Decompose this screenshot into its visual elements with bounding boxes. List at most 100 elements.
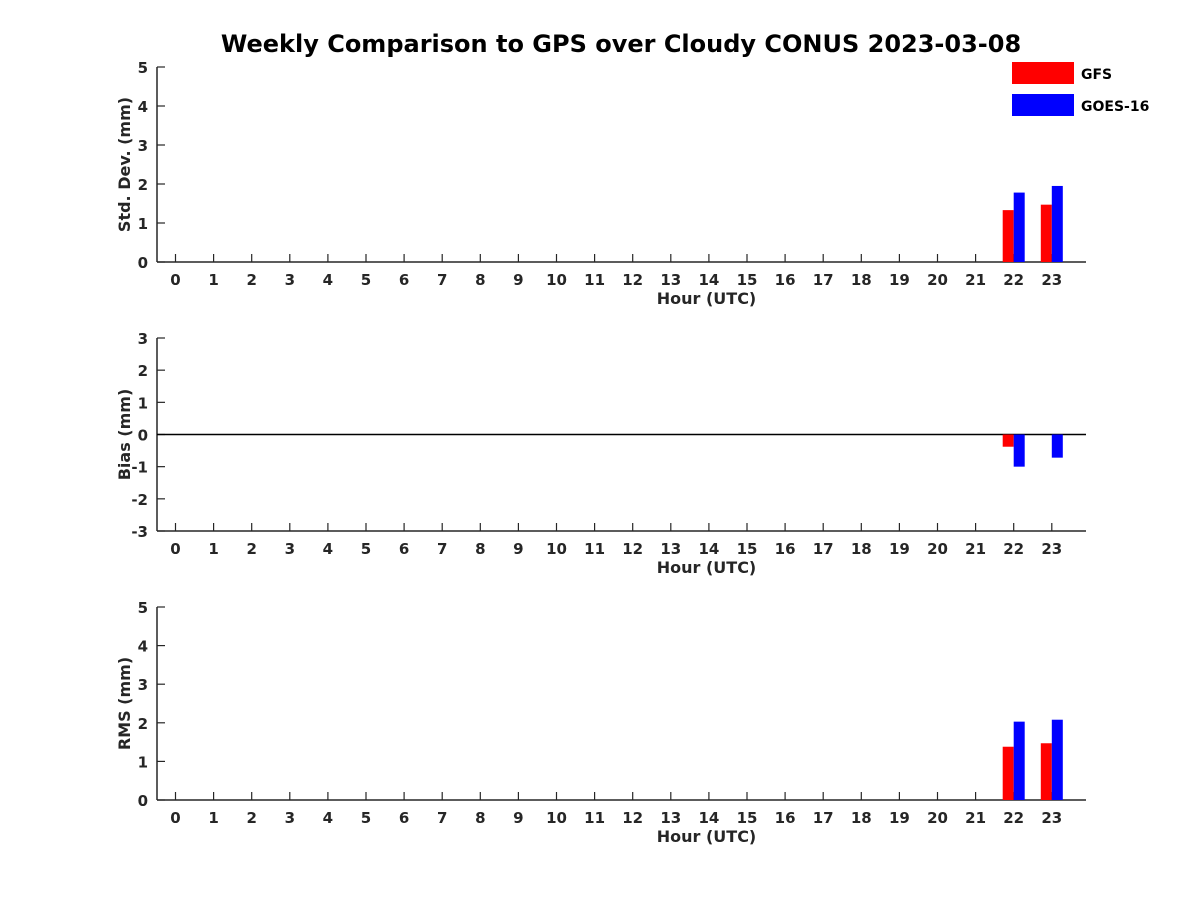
y-tick-label: 4 — [138, 638, 148, 656]
x-tick-label: 19 — [889, 271, 910, 289]
x-tick-label: 16 — [775, 271, 796, 289]
bar-gfs — [1040, 743, 1052, 800]
x-tick-label: 2 — [246, 809, 256, 827]
x-tick-label: 13 — [660, 540, 681, 558]
y-tick-label: 0 — [138, 427, 148, 445]
x-tick-label: 16 — [775, 809, 796, 827]
x-tick-label: 7 — [437, 809, 447, 827]
x-tick-label: 12 — [622, 271, 643, 289]
y-axis-label: Bias (mm) — [115, 389, 134, 481]
x-tick-label: 7 — [437, 540, 447, 558]
chart-title: Weekly Comparison to GPS over Cloudy CON… — [220, 30, 1022, 58]
x-tick-label: 1 — [208, 809, 218, 827]
x-tick-label: 4 — [323, 540, 333, 558]
bar-gfs — [1002, 746, 1014, 800]
x-tick-label: 20 — [927, 540, 948, 558]
x-tick-label: 16 — [775, 540, 796, 558]
x-tick-label: 23 — [1041, 540, 1062, 558]
x-tick-label: 18 — [851, 809, 872, 827]
x-tick-label: 21 — [965, 271, 986, 289]
x-axis-label: Hour (UTC) — [657, 827, 757, 846]
legend-label: GOES-16 — [1081, 99, 1149, 115]
y-tick-label: 4 — [138, 98, 148, 116]
legend-swatch — [1012, 62, 1074, 84]
x-tick-label: 6 — [399, 809, 409, 827]
x-tick-label: 11 — [584, 540, 605, 558]
x-tick-label: 23 — [1041, 271, 1062, 289]
x-tick-label: 18 — [851, 271, 872, 289]
x-axis-label: Hour (UTC) — [657, 558, 757, 577]
y-tick-label: 2 — [138, 362, 148, 380]
legend-swatch — [1012, 94, 1074, 116]
bar-goes-16 — [1013, 192, 1025, 262]
x-tick-label: 14 — [698, 809, 719, 827]
bar-gfs — [1002, 434, 1014, 447]
x-tick-label: 10 — [546, 271, 567, 289]
x-tick-label: 10 — [546, 809, 567, 827]
y-tick-label: 0 — [138, 792, 148, 810]
x-tick-label: 3 — [285, 540, 295, 558]
y-tick-label: 1 — [138, 394, 148, 412]
x-tick-label: 8 — [475, 271, 485, 289]
y-tick-label: -1 — [131, 459, 148, 477]
y-tick-label: 2 — [138, 176, 148, 194]
bar-goes-16 — [1013, 434, 1025, 467]
y-axis-label: Std. Dev. (mm) — [115, 97, 134, 232]
x-tick-label: 14 — [698, 540, 719, 558]
x-tick-label: 4 — [323, 809, 333, 827]
x-tick-label: 2 — [246, 271, 256, 289]
x-tick-label: 7 — [437, 271, 447, 289]
x-tick-label: 4 — [323, 271, 333, 289]
x-tick-label: 1 — [208, 271, 218, 289]
x-tick-label: 10 — [546, 540, 567, 558]
y-tick-label: 1 — [138, 215, 148, 233]
bar-goes-16 — [1013, 721, 1025, 800]
x-tick-label: 15 — [737, 540, 758, 558]
x-tick-label: 9 — [513, 540, 523, 558]
y-tick-label: 1 — [138, 753, 148, 771]
x-tick-label: 0 — [170, 271, 180, 289]
x-tick-label: 3 — [285, 271, 295, 289]
y-tick-label: 3 — [138, 676, 148, 694]
y-tick-label: 3 — [138, 137, 148, 155]
x-tick-label: 1 — [208, 540, 218, 558]
x-tick-label: 6 — [399, 540, 409, 558]
x-tick-label: 5 — [361, 809, 371, 827]
x-tick-label: 6 — [399, 271, 409, 289]
y-tick-label: 3 — [138, 330, 148, 348]
x-tick-label: 15 — [737, 809, 758, 827]
x-tick-label: 14 — [698, 271, 719, 289]
x-tick-label: 19 — [889, 540, 910, 558]
bar-gfs — [1002, 210, 1014, 262]
y-tick-label: 0 — [138, 254, 148, 272]
x-tick-label: 5 — [361, 540, 371, 558]
x-tick-label: 5 — [361, 271, 371, 289]
x-tick-label: 17 — [813, 540, 834, 558]
x-tick-label: 17 — [813, 271, 834, 289]
y-tick-label: -3 — [131, 523, 148, 541]
x-tick-label: 9 — [513, 809, 523, 827]
x-tick-label: 0 — [170, 809, 180, 827]
legend-label: GFS — [1081, 67, 1112, 83]
x-tick-label: 22 — [1003, 809, 1024, 827]
x-tick-label: 17 — [813, 809, 834, 827]
x-tick-label: 11 — [584, 271, 605, 289]
x-tick-label: 3 — [285, 809, 295, 827]
x-tick-label: 8 — [475, 540, 485, 558]
x-tick-label: 8 — [475, 809, 485, 827]
x-tick-label: 22 — [1003, 540, 1024, 558]
x-tick-label: 2 — [246, 540, 256, 558]
x-tick-label: 12 — [622, 809, 643, 827]
x-tick-label: 13 — [660, 809, 681, 827]
x-axis-label: Hour (UTC) — [657, 289, 757, 308]
bar-goes-16 — [1051, 434, 1063, 458]
x-tick-label: 0 — [170, 540, 180, 558]
x-tick-label: 20 — [927, 809, 948, 827]
x-tick-label: 15 — [737, 271, 758, 289]
bar-goes-16 — [1051, 719, 1063, 800]
y-tick-label: -2 — [131, 491, 148, 509]
y-axis-label: RMS (mm) — [115, 657, 134, 750]
x-tick-label: 13 — [660, 271, 681, 289]
x-tick-label: 12 — [622, 540, 643, 558]
